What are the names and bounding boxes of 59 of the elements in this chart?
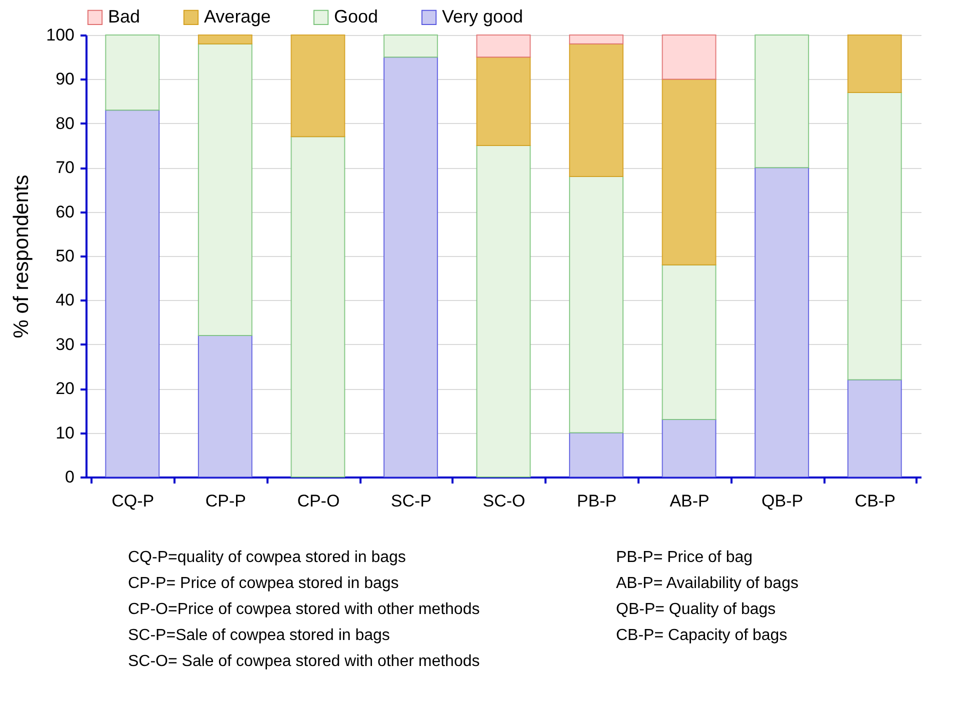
- text: AB-P= Availability of bags: [616, 574, 798, 594]
- x-tick-label: CQ-P: [112, 492, 154, 510]
- bar: [384, 34, 438, 58]
- bar: [105, 110, 160, 478]
- legend-label: Good: [334, 6, 378, 26]
- bar: [476, 145, 531, 478]
- bar: [476, 56, 531, 146]
- y-axis-title: % of respondents: [10, 174, 34, 338]
- y-tick-label: 30: [56, 334, 74, 354]
- bar: [847, 379, 902, 478]
- bar: [662, 78, 716, 266]
- text: SC-P=Sale of cowpea stored in bags: [128, 626, 391, 646]
- text: PB-P= Price of bag: [616, 548, 754, 568]
- bar: [198, 34, 252, 44]
- bar: [198, 43, 252, 336]
- x-tick-label: CP-P: [205, 492, 246, 510]
- x-tick-label: CP-O: [297, 492, 340, 510]
- y-tick-label: 40: [56, 290, 74, 310]
- y-tick-label: 10: [56, 423, 74, 442]
- legend-label: Average: [204, 6, 271, 26]
- bar: [569, 34, 624, 44]
- bar: [662, 34, 716, 80]
- y-tick-label: 80: [56, 114, 74, 133]
- bar: [569, 43, 624, 177]
- y-tick-label: 100: [46, 26, 74, 44]
- legend-label: Very good: [442, 6, 524, 26]
- text: CB-P= Capacity of bags: [616, 626, 788, 646]
- bar: [290, 34, 346, 138]
- x-tick-label: AB-P: [670, 492, 710, 510]
- bar: [569, 176, 624, 434]
- legend-label: Bad: [108, 6, 140, 26]
- bar: [662, 264, 716, 420]
- x-tick-label: CB-P: [854, 492, 896, 510]
- bar: [384, 56, 438, 478]
- text: CP-O=Price of cowpea stored with other methods: [128, 600, 481, 620]
- y-tick-label: 20: [56, 379, 74, 398]
- bar: [105, 34, 160, 111]
- bar: [198, 335, 252, 478]
- bar: [476, 34, 531, 58]
- y-tick-label: 70: [56, 158, 74, 178]
- y-tick-label: 0: [65, 468, 74, 486]
- x-tick-label: SC-P: [390, 492, 432, 510]
- bar: [754, 167, 810, 478]
- bar: [847, 34, 902, 93]
- bar: [754, 34, 810, 168]
- x-tick-label: SC-O: [482, 492, 526, 510]
- y-tick-label: 50: [56, 246, 74, 266]
- bar: [847, 92, 902, 380]
- bar: [569, 432, 624, 478]
- x-tick-label: PB-P: [576, 492, 617, 510]
- bar: [290, 136, 346, 478]
- y-tick-label: 90: [56, 70, 74, 89]
- text: QB-P= Quality of bags: [616, 600, 777, 620]
- text: CP-P= Price of cowpea stored in bags: [128, 574, 400, 594]
- text: CQ-P=quality of cowpea stored in bags: [128, 548, 407, 568]
- bar: [662, 419, 716, 478]
- x-tick-label: QB-P: [762, 492, 804, 510]
- text: SC-O= Sale of cowpea stored with other methods: [128, 652, 481, 672]
- y-tick-label: 60: [56, 202, 74, 222]
